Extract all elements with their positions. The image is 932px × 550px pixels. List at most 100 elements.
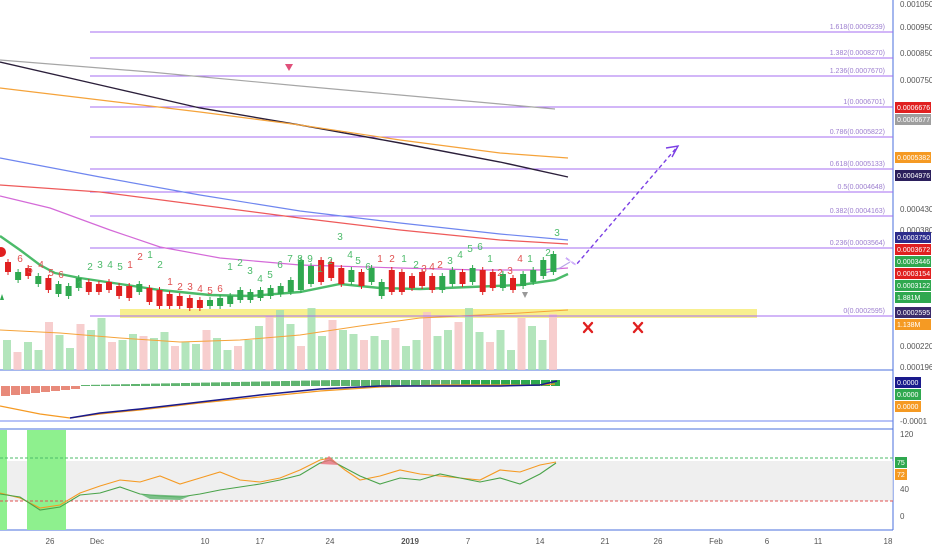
oscillator-layer: -0.0001 [0,380,928,426]
sequential-count-label: 6 [365,262,371,273]
oscillator-bar [411,380,420,386]
price-tag-label: 0.0003122 [897,283,930,290]
price-axis-tick-label: 0.0001960 [900,363,932,372]
sequential-count-label: 1 [487,254,493,265]
price-tags-layer: 0.0006676 0.0006677 0.0005382 0.0004976 0.00… [895,102,931,480]
oscillator-bar [511,380,520,386]
volume-bar [549,314,557,370]
oscillator-main-line [69,380,558,419]
rsi-axis-tick-label: 40 [900,485,909,494]
volume-bar [139,336,148,370]
sequential-count-label: 1 [77,280,83,291]
candle-body [409,276,415,288]
oscillator-bar [321,380,330,386]
oscillator-bar [281,381,290,386]
candle-body [348,270,355,282]
oscillator-bar [351,380,360,386]
sequential-count-label: 2 [157,260,163,271]
rsi-highlight [0,430,7,530]
candle-body [459,272,466,284]
sequential-count-label: 3 [554,228,560,239]
time-axis-tick-label: 18 [884,537,893,546]
candle-body [186,298,193,308]
time-axis-tick-label: 10 [201,537,210,546]
volume-bar [538,340,547,370]
oscillator-bar [491,380,500,386]
fib-level-label: 1.618(0.0009239) [830,24,885,31]
volume-bar [318,336,326,370]
oscillator-bar [391,380,400,386]
volume-bar [213,338,221,370]
moving-average-lavender [544,261,571,274]
price-tag-box [895,292,931,303]
volume-bar [24,342,32,370]
sequential-count-label: 2 [389,254,395,265]
candle-body [95,284,102,292]
candle-body [166,294,173,306]
oscillator-axis-tick-label: -0.0001 [900,417,928,426]
price-tag-label: 0.0006676 [897,105,930,112]
sequential-count-label: 5 [355,256,361,267]
sequential-count-label: 3 [447,256,453,267]
sequential-count-label: 5 [207,286,213,297]
candle-body [479,270,486,292]
price-tag-box [895,114,931,125]
volume-bar [454,322,463,370]
volume-bar [276,310,284,370]
price-tag-label: 1.881M [897,295,921,302]
sequential-count-label: 1 [147,250,153,261]
rsi-tag-label: 72 [897,472,905,479]
volume-bar [286,324,295,370]
candle-body [35,276,42,284]
candle-body [540,260,547,276]
volume-bar [108,342,116,370]
sequential-count-label: 3 [337,232,343,243]
price-tag-box [895,280,931,291]
oscillator-bar [41,386,50,392]
sequential-count-label: 6 [17,254,23,265]
volume-bar [118,340,127,370]
volume-bar [192,344,200,370]
candle-body [247,292,254,300]
candle-body [388,270,395,292]
sequential-count-label: 1 [401,254,407,265]
oscillator-bar [231,382,240,386]
candle-body [297,260,304,290]
volume-bar [433,336,442,370]
candle-body [419,272,426,286]
oscillator-bar [481,380,490,386]
sequential-count-label: 3 [97,260,103,271]
rsi-oversold-fill [140,494,190,500]
candle-body [15,272,22,280]
time-axis-tick-label: 17 [256,537,265,546]
fib-level-label: 1(0.0006701) [843,99,885,106]
price-tag-label: 0.0003154 [897,271,930,278]
oscillator-bar [71,386,80,389]
price-tag-label: 0.0005382 [897,155,930,162]
sequential-count-label: 4 [38,260,44,271]
sequential-count-label: 6 [217,284,223,295]
time-axis-tick-label: 24 [326,537,335,546]
volume-bar [307,308,316,370]
oscillator-bar [471,380,480,386]
sequential-count-label: 5 [27,265,33,276]
oscillator-bar [521,380,530,386]
oscillator-bar [171,383,180,386]
volume-bar [370,336,379,370]
rsi-overbought-fill [320,456,339,465]
sequential-count-label: 4 [429,262,435,273]
oscillator-bar [421,380,430,386]
oscillator-bar [31,386,40,393]
oscillator-bar [401,380,410,386]
moving-average-orange [0,87,569,159]
candle-body [499,274,506,288]
up-arrow-icon [0,294,4,300]
sequential-count-label: 2 [413,260,419,271]
candle-body [510,278,516,290]
fib-level-label: 0.236(0.0003564) [830,240,885,247]
oscillator-bar [311,380,320,386]
